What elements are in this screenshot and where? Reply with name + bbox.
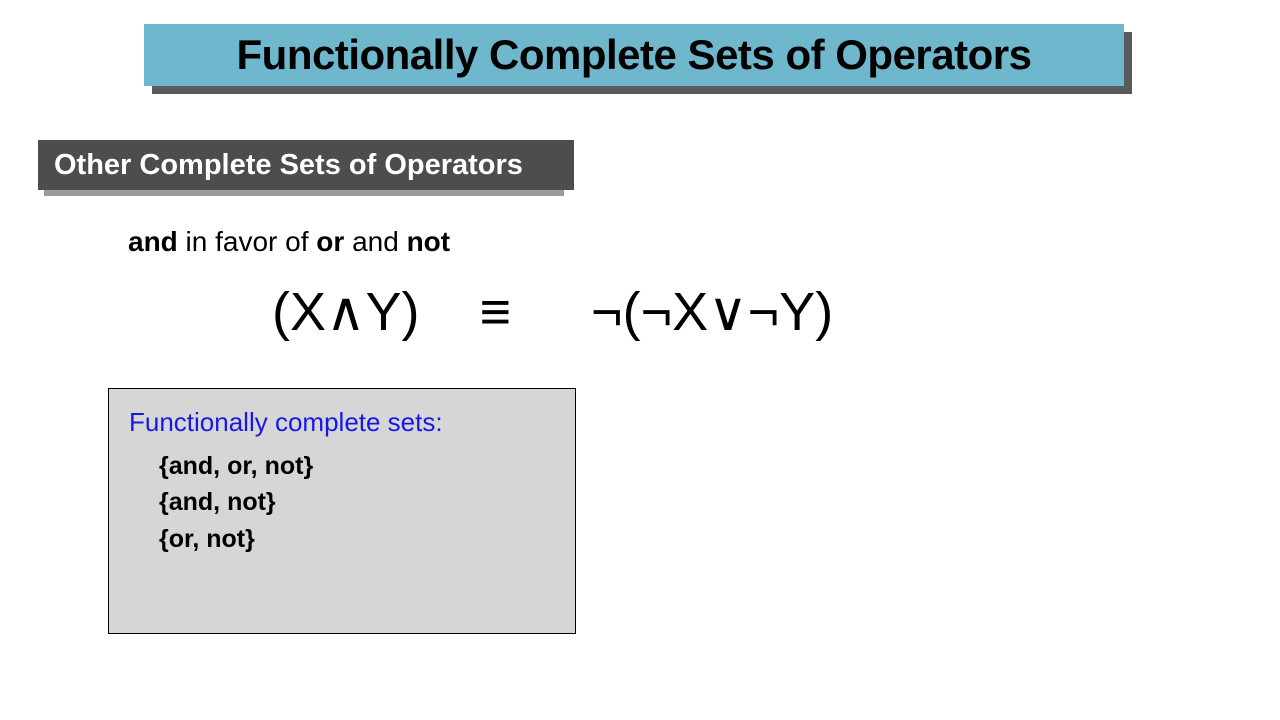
body-text-frag: in favor of — [178, 226, 317, 257]
keyword-or: or — [316, 226, 344, 257]
info-box-item: {and, not} — [159, 484, 555, 520]
slide-title: Functionally Complete Sets of Operators — [144, 24, 1124, 86]
info-box: Functionally complete sets: {and, or, no… — [108, 388, 576, 634]
slide-root: Functionally Complete Sets of Operators … — [0, 0, 1280, 720]
body-text: and in favor of or and not — [128, 226, 450, 258]
body-text-frag: and — [344, 226, 406, 257]
info-box-item: {or, not} — [159, 521, 555, 557]
equation: (X∧Y) ≡ ¬(¬X∨¬Y) — [272, 280, 833, 343]
keyword-not: not — [407, 226, 451, 257]
keyword-and: and — [128, 226, 178, 257]
info-box-item: {and, or, not} — [159, 448, 555, 484]
equation-equiv: ≡ — [480, 282, 512, 342]
slide-subtitle: Other Complete Sets of Operators — [38, 140, 574, 190]
info-box-heading: Functionally complete sets: — [129, 407, 555, 438]
equation-right: ¬(¬X∨¬Y) — [591, 282, 833, 342]
equation-left: (X∧Y) — [272, 282, 420, 342]
